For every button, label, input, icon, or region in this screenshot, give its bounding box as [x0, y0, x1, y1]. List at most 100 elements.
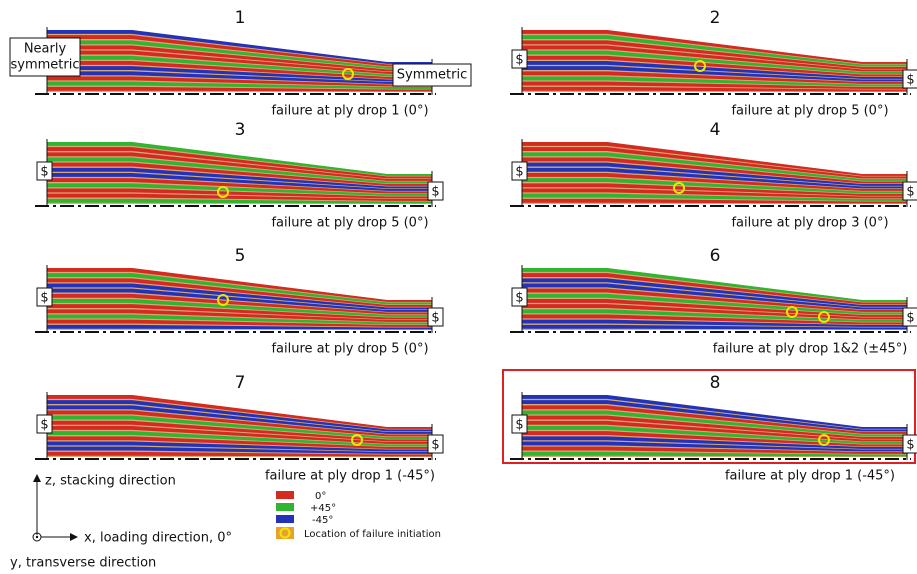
ply: [522, 293, 907, 315]
ply: [47, 268, 432, 302]
ply: [522, 446, 907, 454]
ply: [47, 173, 432, 191]
failure-location: [351, 434, 363, 446]
ply: [522, 314, 907, 325]
ply: [522, 188, 907, 199]
ply: [522, 304, 907, 320]
panel-caption: failure at ply drop 3 (0°): [731, 216, 888, 231]
x-label: x, loading direction, 0°: [84, 531, 232, 546]
ply: [522, 283, 907, 310]
ply: [47, 188, 432, 199]
swatch-0: [276, 491, 294, 499]
ply: [522, 441, 907, 452]
boundary-symbol: $: [906, 311, 914, 326]
ply: [522, 319, 907, 327]
ply: [47, 183, 432, 196]
boundary-symbol: $: [431, 311, 439, 326]
ply: [47, 273, 432, 305]
ply: [47, 86, 432, 92]
symbol-box: [36, 414, 53, 434]
ply: [47, 309, 432, 322]
boundary-symbol: $: [515, 53, 523, 68]
ply: [522, 35, 907, 67]
legend-label: Location of failure initiation: [304, 529, 441, 540]
ply: [522, 405, 907, 434]
ply: [522, 40, 907, 69]
symbol-box: [511, 49, 528, 69]
ply: [47, 293, 432, 315]
ply: [522, 410, 907, 437]
ply: [522, 193, 907, 201]
ply: [522, 395, 907, 429]
ply: [47, 193, 432, 201]
ply: [522, 86, 907, 92]
panel-caption: failure at ply drop 1 (-45°): [725, 469, 895, 484]
ply: [47, 66, 432, 82]
panel: 7 failure at ply drop 1 (-45°) $ $: [35, 373, 444, 484]
orientation-legend: z, stacking direction x, loading directi…: [10, 474, 232, 571]
ply: [47, 441, 432, 452]
swatch-p45: [276, 503, 294, 511]
ply: [522, 198, 907, 204]
ply: [47, 304, 432, 320]
ply: [47, 76, 432, 87]
ply: [522, 183, 907, 196]
symbol-box: [902, 69, 917, 89]
ply: [522, 162, 907, 186]
boundary-label: Symmetric: [397, 68, 467, 83]
y-label: y, transverse direction: [10, 556, 156, 571]
panel-number: 2: [710, 8, 721, 28]
panel-caption: failure at ply drop 1 (-45°): [265, 469, 435, 484]
ply: [47, 405, 432, 434]
panel: 4 failure at ply drop 3 (0°) $ $: [510, 120, 917, 231]
panel-number: 6: [710, 246, 721, 266]
ply: [522, 400, 907, 432]
ply: [47, 157, 432, 184]
arrow-head: [33, 474, 41, 482]
boundary-symbol: $: [515, 291, 523, 306]
boundary-symbol: $: [906, 185, 914, 200]
failure-symbol: [279, 527, 291, 539]
failure-location: [342, 68, 354, 80]
ply: [47, 45, 432, 72]
panel: 1 failure at ply drop 1 (0°) Nearlysymmetr…: [9, 8, 472, 119]
ply: [47, 395, 432, 429]
ply: [522, 76, 907, 87]
ply-legend: 0° +45° -45° Location of failure initiat…: [276, 491, 441, 540]
ply: [522, 147, 907, 179]
failure-location: [786, 306, 798, 318]
ply: [522, 81, 907, 89]
ply: [522, 436, 907, 449]
boundary-symbol: $: [515, 418, 523, 433]
ply: [47, 420, 432, 442]
panel-caption: failure at ply drop 5 (0°): [271, 342, 428, 357]
symbol-box: [427, 181, 444, 201]
ply: [522, 61, 907, 79]
boundary-symbol: $: [40, 165, 48, 180]
panel-number: 1: [235, 8, 246, 28]
ply: [47, 178, 432, 194]
ply: [47, 167, 432, 189]
boundary-symbol: $: [906, 73, 914, 88]
ply: [47, 431, 432, 447]
ply: [47, 299, 432, 317]
panel: 5 failure at ply drop 5 (0°) $ $: [35, 246, 444, 357]
symbol-box: [511, 287, 528, 307]
ply: [47, 436, 432, 449]
failure-location: [673, 182, 685, 194]
ply: [47, 446, 432, 454]
ply: [522, 273, 907, 305]
panel-number: 7: [235, 373, 246, 393]
boundary-label: symmetric: [11, 58, 80, 73]
panel-caption: failure at ply drop 1 (0°): [271, 104, 428, 119]
ply: [47, 81, 432, 89]
panel-number: 3: [235, 120, 246, 140]
failure-location: [818, 311, 830, 323]
symbol-box: [427, 307, 444, 327]
boundary-symbol: $: [906, 438, 914, 453]
failure-location: [217, 294, 229, 306]
ply: [522, 420, 907, 442]
ply: [47, 415, 432, 439]
ply: [522, 324, 907, 330]
